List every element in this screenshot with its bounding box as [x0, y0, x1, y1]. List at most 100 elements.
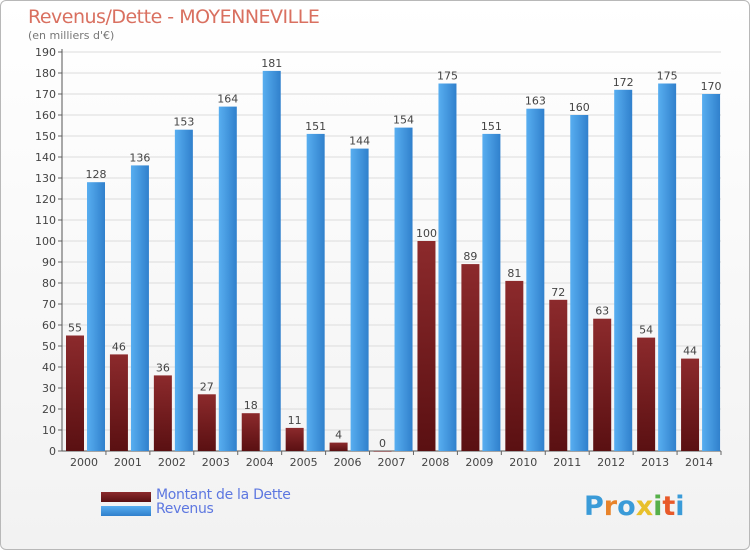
x-tick-label: 2010	[509, 456, 537, 469]
data-label-dette: 72	[551, 286, 565, 299]
data-label-dette: 11	[288, 414, 302, 427]
y-tick-label: 20	[42, 403, 56, 416]
bar-dette	[109, 354, 128, 451]
data-label-revenus: 154	[393, 114, 414, 127]
y-tick-label: 60	[42, 319, 56, 332]
x-tick-label: 2000	[70, 456, 98, 469]
data-label-revenus: 160	[569, 101, 590, 114]
data-label-revenus: 153	[173, 116, 194, 129]
data-label-dette: 89	[463, 250, 477, 263]
bar-revenus	[438, 83, 457, 451]
data-label-revenus: 136	[129, 151, 150, 164]
y-tick-label: 190	[35, 46, 56, 59]
proxiti-logo: Proxiti	[584, 491, 685, 522]
data-label-revenus: 164	[217, 93, 238, 106]
chart-subtitle: (en milliers d'€)	[28, 29, 115, 42]
data-label-revenus: 172	[613, 76, 634, 89]
legend-swatch-revenus	[101, 506, 151, 516]
logo-letter: P	[584, 491, 604, 522]
data-label-dette: 36	[156, 361, 170, 374]
bar-revenus	[394, 127, 413, 451]
data-label-revenus: 151	[481, 120, 502, 133]
y-tick-label: 0	[49, 445, 56, 458]
bar-revenus	[526, 108, 545, 451]
y-tick-label: 180	[35, 67, 56, 80]
bar-dette	[285, 427, 304, 451]
bar-dette	[153, 375, 172, 451]
y-tick-label: 80	[42, 277, 56, 290]
bar-dette	[66, 335, 84, 451]
bar-revenus	[306, 133, 325, 451]
bar-revenus	[130, 165, 149, 451]
bar-dette	[505, 280, 524, 451]
data-label-dette: 44	[683, 345, 697, 358]
data-label-dette: 4	[335, 429, 342, 442]
x-tick-label: 2014	[685, 456, 713, 469]
chart-title: Revenus/Dette - MOYENNEVILLE	[28, 6, 320, 28]
bar-revenus	[658, 83, 677, 451]
data-label-dette: 100	[416, 227, 437, 240]
x-tick-label: 2003	[202, 456, 230, 469]
x-tick-label: 2008	[421, 456, 449, 469]
x-tick-label: 2011	[553, 456, 581, 469]
legend-label-dette: Montant de la Dette	[156, 487, 291, 503]
logo-letter: r	[603, 491, 618, 522]
x-tick-label: 2013	[641, 456, 669, 469]
bar-dette	[241, 413, 260, 451]
data-label-dette: 46	[112, 340, 126, 353]
legend-swatch-dette	[101, 492, 151, 502]
data-label-dette: 55	[68, 322, 82, 335]
bar-dette	[329, 442, 348, 451]
bar-revenus	[262, 70, 281, 452]
bar-dette	[549, 299, 568, 451]
bar-revenus	[614, 89, 633, 452]
bar-revenus	[87, 182, 105, 451]
bar-dette	[373, 451, 392, 452]
data-label-dette: 18	[244, 399, 258, 412]
x-tick-label: 2004	[246, 456, 274, 469]
data-label-dette: 63	[595, 305, 609, 318]
data-label-revenus: 163	[525, 95, 546, 108]
logo-letter: i	[675, 491, 685, 522]
logo-letter: t	[662, 491, 676, 522]
data-label-dette: 54	[639, 324, 653, 337]
y-tick-label: 50	[42, 340, 56, 353]
x-tick-label: 2001	[114, 456, 142, 469]
y-tick-label: 110	[35, 214, 56, 227]
bar-dette	[637, 337, 656, 451]
y-tick-label: 70	[42, 298, 56, 311]
bar-dette	[417, 241, 436, 451]
y-tick-label: 120	[35, 193, 56, 206]
x-tick-label: 2012	[597, 456, 625, 469]
y-tick-label: 40	[42, 361, 56, 374]
data-label-revenus: 128	[86, 168, 107, 181]
y-tick-label: 130	[35, 172, 56, 185]
bar-revenus	[702, 94, 721, 451]
bar-dette	[681, 358, 700, 451]
data-label-revenus: 181	[261, 57, 282, 70]
bar-revenus	[218, 106, 237, 451]
bar-dette	[593, 318, 612, 451]
y-tick-label: 170	[35, 88, 56, 101]
x-tick-label: 2007	[378, 456, 406, 469]
bar-revenus	[350, 148, 369, 451]
bar-dette	[461, 264, 480, 451]
data-label-dette: 81	[507, 267, 521, 280]
logo-letter: i	[653, 491, 663, 522]
bar-revenus	[570, 115, 589, 451]
bar-revenus	[482, 133, 501, 451]
y-tick-label: 150	[35, 130, 56, 143]
legend-label-revenus: Revenus	[156, 501, 214, 517]
x-tick-label: 2006	[334, 456, 362, 469]
logo-letter: o	[617, 491, 636, 522]
bar-dette	[197, 394, 216, 451]
logo-letter: x	[635, 491, 654, 522]
x-tick-label: 2002	[158, 456, 186, 469]
data-label-dette: 0	[379, 437, 386, 450]
bar-revenus	[174, 129, 193, 451]
data-label-revenus: 151	[305, 120, 326, 133]
y-tick-label: 160	[35, 109, 56, 122]
data-label-revenus: 175	[657, 70, 678, 83]
